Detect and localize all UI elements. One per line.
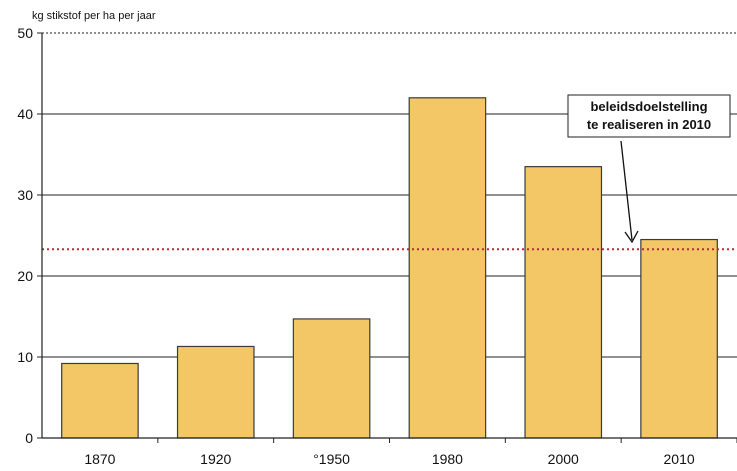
annotation-arrow	[620, 140, 633, 241]
bar-1950	[292, 318, 371, 439]
annotation-arrowhead	[624, 230, 639, 244]
bar-2000	[524, 166, 603, 439]
x-tick-labels: 1870 1920 °1950 1980 2000 2010	[84, 438, 737, 467]
x-tick-label: 1870	[84, 451, 115, 467]
bar-1920	[176, 345, 255, 439]
y-tick-labels: 0 10 20 30 40 50	[17, 25, 33, 446]
bar-1870	[61, 362, 139, 439]
bar-1980	[408, 97, 487, 439]
bar-2010	[640, 238, 718, 439]
y-tick-label: 30	[17, 187, 33, 203]
y-axis-label: kg stikstof per ha per jaar	[32, 10, 156, 22]
y-tick-label: 0	[25, 430, 33, 446]
annotation: beleidsdoelstelling te realiseren in 201…	[567, 94, 731, 244]
y-tick-label: 40	[17, 106, 33, 122]
x-tick-label: 2010	[664, 451, 695, 467]
bars	[61, 97, 718, 439]
annotation-line-1: beleidsdoelstelling	[590, 99, 707, 114]
y-tick-label: 10	[17, 349, 33, 365]
x-tick-label: 1920	[200, 451, 231, 467]
x-tick-label: 1980	[432, 451, 463, 467]
annotation-box	[567, 94, 731, 138]
y-tick-label: 20	[17, 268, 33, 284]
annotation-line-2: te realiseren in 2010	[587, 117, 711, 132]
y-tick-label: 50	[17, 25, 33, 41]
x-tick-label: °1950	[313, 451, 350, 467]
x-tick-label: 2000	[548, 451, 579, 467]
